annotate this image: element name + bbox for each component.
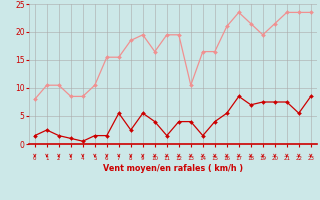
X-axis label: Vent moyen/en rafales ( km/h ): Vent moyen/en rafales ( km/h ) [103, 164, 243, 173]
